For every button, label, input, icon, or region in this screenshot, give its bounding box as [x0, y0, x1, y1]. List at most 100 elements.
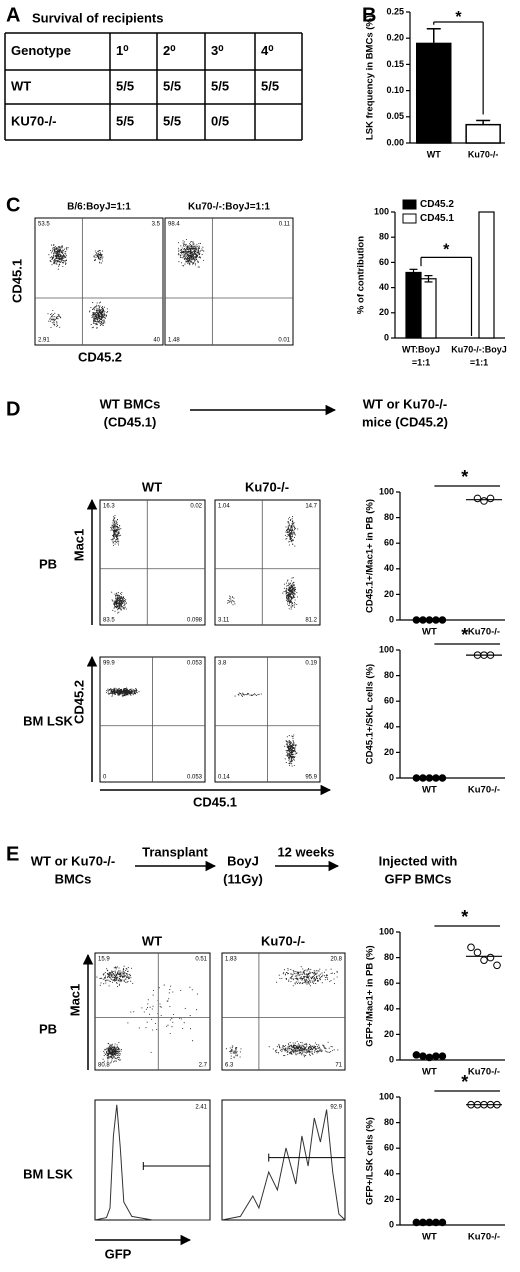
- event-dot: [149, 1013, 151, 1015]
- gate-percent: 2.41: [195, 1105, 207, 1111]
- event-dot: [285, 538, 287, 540]
- event-dot: [235, 1048, 238, 1050]
- event-dot: [295, 970, 297, 972]
- event-dot: [291, 760, 293, 762]
- event-dot: [185, 248, 187, 250]
- event-dot: [110, 539, 112, 541]
- event-dot: [117, 533, 119, 535]
- event-dot: [122, 972, 125, 974]
- event-dot: [117, 534, 119, 536]
- event-dot: [117, 528, 120, 530]
- event-dot: [292, 1050, 294, 1052]
- event-dot: [301, 1047, 303, 1049]
- event-dot: [230, 1055, 232, 1057]
- event-dot: [109, 977, 111, 979]
- event-dot: [60, 261, 62, 263]
- event-dot: [124, 600, 126, 603]
- event-dot: [61, 258, 63, 260]
- event-dot: [289, 1042, 291, 1044]
- event-dot: [51, 322, 53, 324]
- event-dot: [190, 246, 192, 248]
- event-dot: [305, 979, 307, 981]
- event-dot: [122, 694, 124, 696]
- data-point: [425, 774, 434, 782]
- event-dot: [291, 1047, 293, 1049]
- event-dot: [303, 972, 305, 975]
- event-dot: [154, 1022, 157, 1025]
- event-dot: [301, 1052, 303, 1054]
- event-dot: [291, 973, 293, 975]
- event-dot: [146, 1021, 148, 1023]
- event-dot: [119, 975, 121, 977]
- event-dot: [126, 687, 128, 689]
- table-header-cell: 3⁰: [211, 43, 224, 58]
- panel-label: C: [6, 194, 20, 216]
- event-dot: [323, 1046, 325, 1048]
- data-point: [432, 774, 440, 782]
- event-dot: [185, 254, 187, 256]
- event-dot: [291, 735, 293, 737]
- event-dot: [49, 320, 51, 322]
- event-dot: [112, 534, 114, 536]
- event-dot: [100, 977, 102, 979]
- event-dot: [115, 598, 117, 600]
- event-dot: [286, 741, 288, 743]
- event-dot: [186, 254, 188, 256]
- event-dot: [287, 750, 289, 752]
- event-dot: [234, 1050, 236, 1052]
- event-dot: [292, 750, 294, 752]
- event-dot: [291, 577, 293, 579]
- event-dot: [120, 1048, 123, 1051]
- event-dot: [289, 532, 291, 534]
- event-dot: [290, 599, 292, 601]
- event-dot: [291, 591, 293, 593]
- event-dot: [287, 595, 289, 597]
- event-dot: [185, 243, 187, 245]
- event-dot: [97, 253, 99, 255]
- event-dot: [297, 1050, 299, 1052]
- event-dot: [60, 258, 62, 260]
- event-dot: [327, 977, 329, 979]
- event-dot: [115, 539, 118, 541]
- event-dot: [132, 694, 134, 696]
- scheme-text: Injected with: [379, 853, 458, 868]
- event-dot: [119, 600, 121, 603]
- event-dot: [195, 256, 197, 258]
- event-dot: [298, 1044, 300, 1046]
- event-dot: [324, 1050, 326, 1052]
- event-dot: [241, 694, 243, 696]
- event-dot: [292, 530, 294, 532]
- event-dot: [64, 261, 66, 263]
- event-dot: [190, 244, 192, 246]
- event-dot: [55, 247, 57, 249]
- event-dot: [123, 608, 125, 610]
- scheme-text: (11Gy): [223, 871, 263, 886]
- event-dot: [92, 326, 94, 328]
- event-dot: [116, 972, 118, 975]
- event-dot: [288, 534, 290, 536]
- event-dot: [294, 529, 296, 531]
- event-dot: [97, 255, 99, 257]
- event-dot: [300, 1047, 302, 1049]
- event-dot: [118, 611, 120, 613]
- y-tick-label: 0.00: [386, 137, 404, 147]
- event-dot: [308, 983, 310, 985]
- event-dot: [289, 516, 291, 518]
- event-dot: [117, 605, 119, 607]
- event-dot: [305, 969, 307, 971]
- event-dot: [56, 261, 58, 263]
- event-dot: [111, 694, 113, 696]
- y-tick-label: 80: [384, 670, 394, 680]
- event-dot: [108, 689, 110, 692]
- event-dot: [56, 260, 58, 262]
- event-dot: [294, 983, 296, 985]
- event-dot: [289, 536, 291, 538]
- event-dot: [129, 691, 131, 693]
- event-dot: [117, 1046, 119, 1048]
- event-dot: [50, 326, 52, 329]
- event-dot: [287, 534, 290, 536]
- event-dot: [180, 251, 182, 253]
- event-dot: [185, 250, 187, 252]
- event-dot: [286, 596, 288, 598]
- event-dot: [304, 1046, 306, 1048]
